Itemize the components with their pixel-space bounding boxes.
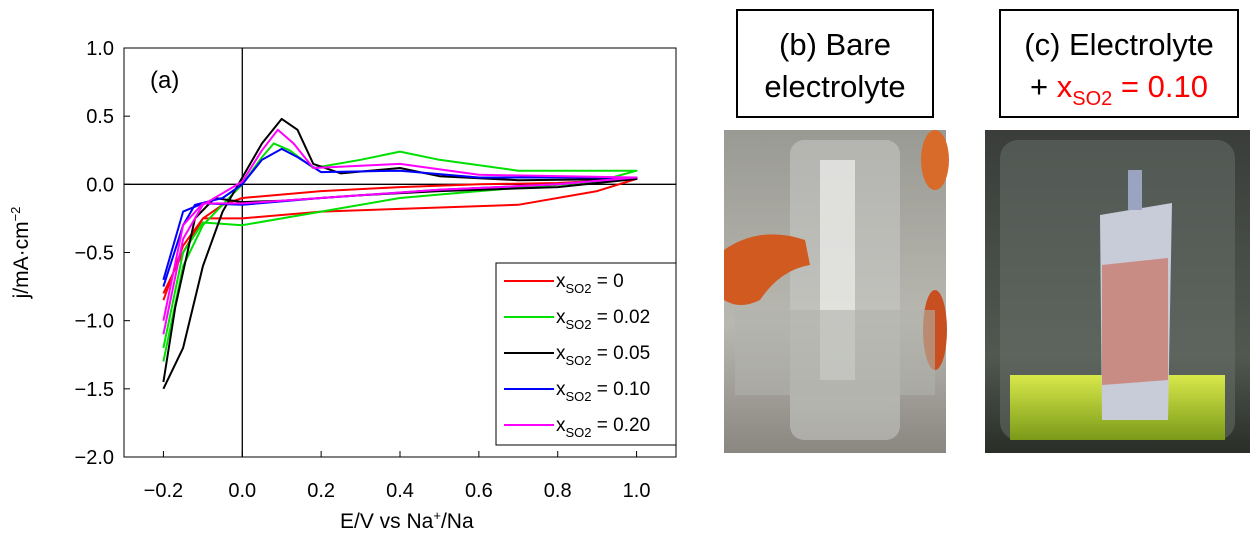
legend-main: x: [556, 307, 566, 328]
y-label-text: j/mA·cm: [10, 221, 33, 299]
clip: [921, 130, 949, 190]
legend-label: xSO2 = 0: [556, 271, 624, 296]
formula-rest: = 0.10: [1112, 69, 1208, 104]
legend-main: x: [556, 415, 566, 436]
formula-sub: SO2: [1072, 88, 1112, 110]
y-tick-label: −1.0: [75, 311, 114, 333]
y-label-sup: −2: [8, 207, 23, 222]
y-tick-label: 1.0: [86, 38, 114, 60]
x-label-text: E/V vs Na: [340, 510, 434, 533]
panel-title: electrolyte: [764, 69, 905, 104]
y-tick-label: −1.5: [75, 379, 114, 401]
x-tick-label: 0.8: [544, 480, 572, 502]
legend-sub: SO2: [566, 317, 592, 332]
y-tick-label: −2.0: [75, 447, 114, 469]
panel-label: (a): [150, 67, 179, 94]
x-tick-label: 0.4: [386, 480, 414, 502]
legend-main: x: [556, 271, 566, 292]
legend-sub: SO2: [566, 389, 592, 404]
formula-prefix: +: [1030, 69, 1057, 104]
x-tick-label: −0.2: [144, 480, 183, 502]
clip: [724, 234, 810, 305]
liquid: [735, 310, 935, 395]
legend-sub: SO2: [566, 425, 592, 440]
y-axis-label: j/mA·cm−2: [8, 207, 33, 300]
legend-rest: = 0.10: [592, 379, 651, 400]
y-tick-label: 0.5: [86, 106, 114, 128]
legend-rest: = 0: [592, 271, 624, 292]
legend-label: xSO2 = 0.10: [556, 379, 650, 404]
tab: [1128, 170, 1142, 210]
x-label-rest: /Na: [441, 510, 474, 533]
legend-rest: = 0.02: [592, 307, 651, 328]
panel-title-box: [736, 9, 934, 118]
panel-title: (c) Electrolyte: [1024, 27, 1213, 62]
formula-main: x: [1057, 69, 1073, 104]
legend-main: x: [556, 343, 566, 364]
legend-sub: SO2: [566, 353, 592, 368]
panel-title-box: [999, 9, 1239, 118]
legend-label: xSO2 = 0.05: [556, 343, 650, 368]
x-tick-label: 0.0: [228, 480, 256, 502]
x-tick-label: 0.6: [465, 480, 493, 502]
legend-rest: = 0.20: [592, 415, 651, 436]
x-label-sup: +: [433, 508, 441, 523]
legend-label: xSO2 = 0.02: [556, 307, 650, 332]
legend-main: x: [556, 379, 566, 400]
panel-title: (b) Bare: [779, 27, 891, 62]
x-tick-label: 0.2: [307, 480, 335, 502]
x-tick-label: 1.0: [623, 480, 651, 502]
legend-sub: SO2: [566, 281, 592, 296]
electrode-deposit: [1102, 258, 1168, 385]
cv-curve: [162, 128, 638, 335]
cv-curve: [162, 147, 638, 287]
legend-rest: = 0.05: [592, 343, 651, 364]
y-tick-label: 0.0: [86, 174, 114, 196]
y-tick-label: −0.5: [75, 243, 114, 265]
legend-label: xSO2 = 0.20: [556, 415, 650, 440]
x-axis-label: E/V vs Na+/Na: [340, 508, 474, 533]
panel-formula: + xSO2 = 0.10: [1030, 69, 1208, 110]
